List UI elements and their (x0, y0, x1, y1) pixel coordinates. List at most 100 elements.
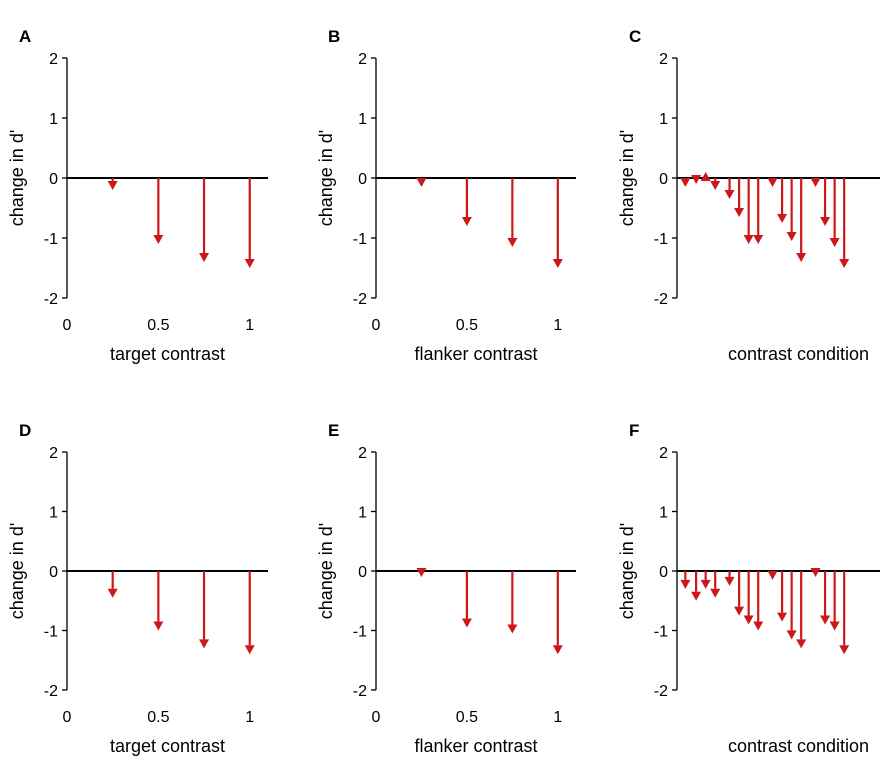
panel-letter: F (629, 421, 639, 440)
data-arrow (777, 571, 788, 622)
arrow-head (107, 588, 118, 598)
data-arrow (680, 571, 691, 589)
x-tick-label: 0 (63, 709, 72, 726)
y-tick-label: 0 (358, 564, 367, 581)
y-tick-label: 0 (659, 564, 668, 581)
data-arrow (691, 571, 702, 601)
data-arrow (839, 178, 850, 268)
data-arrow (461, 571, 472, 628)
data-arrow (820, 178, 831, 226)
y-tick-label: 2 (358, 51, 367, 68)
y-tick-label: -1 (353, 624, 367, 641)
data-arrow (724, 571, 735, 586)
data-arrow (153, 178, 164, 244)
y-tick-label: 1 (49, 505, 58, 522)
panel-letter: D (19, 421, 31, 440)
x-tick-label: 1 (245, 709, 254, 726)
x-axis-label: flanker contrast (414, 736, 537, 756)
data-arrow (153, 571, 164, 631)
arrow-head (507, 238, 518, 247)
arrow-head (153, 621, 164, 631)
x-tick-label: 0.5 (456, 317, 478, 334)
y-axis-label: change in d' (316, 130, 336, 227)
y-tick-label: -2 (353, 291, 367, 308)
data-arrow (829, 178, 840, 247)
y-axis-label: change in d' (7, 130, 27, 227)
data-arrow (724, 178, 735, 199)
arrow-head (777, 612, 788, 622)
x-axis-label: contrast condition (728, 344, 869, 364)
arrow-head (820, 217, 831, 226)
y-tick-label: 1 (358, 111, 367, 128)
arrow-head (724, 576, 735, 586)
data-arrow (786, 571, 797, 640)
y-tick-label: 2 (49, 445, 58, 462)
x-tick-label: 1 (553, 317, 562, 334)
x-tick-label: 0.5 (147, 709, 169, 726)
panel-letter: C (629, 27, 641, 46)
arrow-head (416, 567, 427, 577)
arrow-head (691, 591, 702, 601)
y-axis-label: change in d' (617, 130, 637, 227)
y-tick-label: 0 (49, 564, 58, 581)
data-arrow (552, 571, 563, 655)
data-arrow (743, 571, 754, 625)
arrow-head (244, 259, 255, 268)
arrow-head (153, 235, 164, 244)
data-arrow (700, 172, 711, 181)
arrow-head (734, 208, 745, 217)
y-tick-label: 1 (659, 111, 668, 128)
data-arrow (796, 178, 807, 262)
y-tick-label: 1 (358, 505, 367, 522)
y-axis-label: change in d' (316, 523, 336, 620)
arrow-head (753, 235, 764, 244)
arrow-head (810, 567, 821, 577)
x-axis-label: flanker contrast (414, 344, 537, 364)
y-tick-label: -1 (44, 624, 58, 641)
arrow-head (753, 621, 764, 631)
x-tick-label: 1 (553, 709, 562, 726)
arrow-head (767, 570, 778, 580)
data-arrow (461, 178, 472, 226)
data-arrow (416, 178, 427, 187)
data-arrow (753, 178, 764, 244)
arrow-head (796, 639, 807, 649)
arrow-head (786, 232, 797, 241)
data-arrow (700, 571, 711, 589)
data-arrow (199, 571, 210, 649)
y-tick-label: 2 (49, 51, 58, 68)
arrow-head (199, 253, 210, 262)
x-tick-label: 1 (245, 317, 254, 334)
arrow-head (810, 178, 821, 187)
arrow-head (680, 178, 691, 187)
x-tick-label: 0 (372, 709, 381, 726)
arrow-head (710, 181, 721, 190)
y-tick-label: 2 (358, 445, 367, 462)
x-tick-label: 0 (372, 317, 381, 334)
y-tick-label: 1 (49, 111, 58, 128)
panel-letter: B (328, 27, 340, 46)
data-arrow (767, 570, 778, 580)
y-axis-label: change in d' (617, 523, 637, 620)
data-arrow (743, 178, 754, 244)
arrow-head (734, 606, 745, 616)
arrow-head (107, 181, 118, 190)
y-tick-label: -1 (654, 231, 668, 248)
arrow-head (839, 645, 850, 655)
data-arrow (507, 571, 518, 634)
data-arrow (796, 571, 807, 649)
arrow-head (796, 253, 807, 262)
y-tick-label: -2 (44, 683, 58, 700)
y-tick-label: -1 (654, 624, 668, 641)
y-tick-label: 0 (49, 171, 58, 188)
arrow-head (743, 615, 754, 625)
y-tick-label: 0 (659, 171, 668, 188)
y-tick-label: 2 (659, 51, 668, 68)
data-arrow (244, 178, 255, 268)
arrow-head (786, 630, 797, 640)
data-arrow (710, 571, 721, 598)
arrow-head (724, 190, 735, 199)
arrow-head (199, 639, 210, 649)
y-tick-label: -1 (44, 231, 58, 248)
